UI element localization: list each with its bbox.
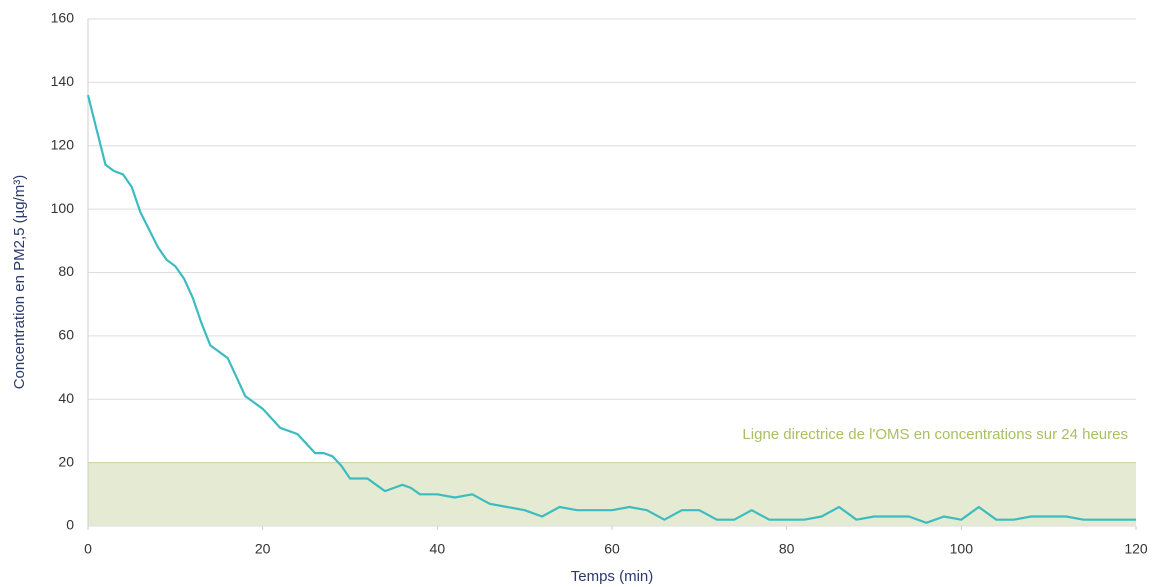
x-tick-label: 120 [1124,541,1148,557]
y-tick-label: 160 [51,10,75,26]
y-tick-label: 80 [58,263,74,279]
y-axis-label: Concentration en PM2,5 (µg/m³) [11,175,28,390]
x-tick-label: 80 [779,541,795,557]
x-tick-label: 20 [255,541,271,557]
data-line [86,94,1136,524]
x-axis-label: Temps (min) [571,568,654,585]
y-tick-label: 20 [58,453,74,469]
x-tick-label: 0 [84,541,92,557]
guideline-band [88,462,1136,526]
y-tick-label: 100 [51,200,75,216]
x-tick-label: 40 [430,541,446,557]
x-tick-label: 100 [950,541,974,557]
y-tick-label: 40 [58,390,74,406]
x-tick-label: 60 [604,541,620,557]
annotation: Ligne directrice de l'OMS en concentrati… [742,426,1128,443]
y-tick-label: 60 [58,327,74,343]
y-tick-label: 140 [51,73,75,89]
y-tick-label: 0 [66,517,74,533]
y-tick-label: 120 [51,136,75,152]
